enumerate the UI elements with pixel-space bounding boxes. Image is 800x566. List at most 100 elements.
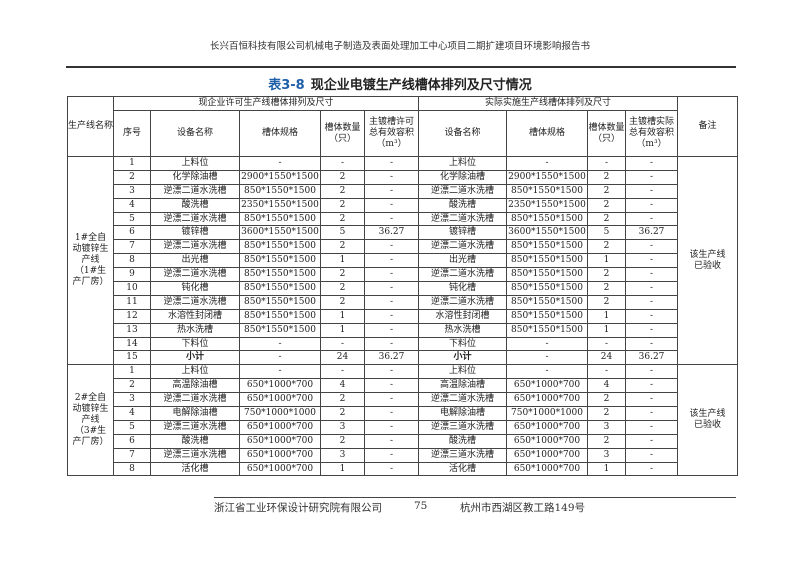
cell-seq: 8	[113, 253, 151, 269]
cell-equip-name: 逆漂二道水洗槽	[150, 294, 240, 310]
cell-qty-actual: 24	[587, 350, 626, 366]
table-row: 6 镀锌槽 3600*1550*1500 5 36.27 镀锌槽 3600*1550*150…	[68, 225, 738, 241]
cell-qty-actual: 2	[587, 211, 626, 227]
cell-qty: 2	[320, 169, 365, 185]
cell-vol-permit: -	[364, 308, 419, 324]
cell-vol-permit: -	[364, 406, 419, 421]
cell-vol-permit: -	[364, 364, 419, 380]
cell-equip-name: 逆漂三道水洗槽	[150, 447, 240, 463]
cell-vol-permit: -	[364, 267, 419, 283]
line-name: 1#全自动镀锌生产线（1#生产厂房）	[67, 155, 114, 366]
cell-equip-name-actual: 下料位	[418, 336, 507, 352]
cell-qty: 2	[320, 433, 365, 449]
cell-vol-actual: -	[624, 239, 679, 255]
col-remark: 备注	[677, 96, 739, 157]
cell-seq: 1	[113, 156, 151, 171]
cell-seq: 11	[113, 294, 151, 310]
table-row: 6 酸洗槽 650*1000*700 2- 酸洗槽 650*1000*700 2-	[68, 433, 738, 449]
cell-spec: 850*1550*1500	[239, 239, 321, 255]
cell-vol-permit: -	[364, 281, 419, 296]
cell-equip-name-actual: 电解除油槽	[418, 406, 507, 421]
cell-qty-actual: 5	[587, 225, 626, 241]
cell-equip-name-actual: 活化槽	[418, 461, 507, 477]
table-row: 5 逆漂二道水洗槽 850*1550*1500 2- 逆漂二道水洗槽 850*1550*1…	[68, 211, 738, 227]
cell-spec: 850*1550*1500	[239, 267, 321, 283]
cell-vol-actual: -	[624, 336, 679, 352]
cell-qty-actual: 1	[587, 308, 626, 324]
cell-qty-actual: 3	[587, 419, 626, 435]
cell-equip-name: 酸洗槽	[150, 433, 240, 449]
table-row: 4 酸洗槽 2350*1550*1500 2- 酸洗槽 2350*1550*1500 2-	[68, 197, 738, 213]
cell-spec: 850*1550*1500	[239, 183, 321, 199]
cell-qty: 2	[320, 406, 365, 421]
cell-equip-name-actual: 酸洗槽	[418, 197, 507, 213]
cell-vol-actual: 36.27	[624, 225, 679, 241]
cell-qty: 2	[320, 294, 365, 310]
cell-spec: 850*1550*1500	[239, 253, 321, 269]
cell-qty-actual: 1	[587, 253, 626, 269]
cell-spec-actual: 650*1000*700	[506, 447, 588, 463]
cell-equip-name-actual: 上料位	[418, 156, 507, 171]
cell-qty: -	[320, 156, 365, 171]
cell-qty: 2	[320, 183, 365, 199]
page-number: 75	[414, 500, 428, 512]
cell-vol-actual: -	[624, 447, 679, 463]
cell-seq: 5	[113, 419, 151, 435]
cell-qty-actual: 2	[587, 183, 626, 199]
cell-equip-name: 逆漂二道水洗槽	[150, 239, 240, 255]
cell-qty-actual: 1	[587, 461, 626, 477]
table-row: 3 逆漂二道水洗槽 650*1000*700 2- 逆漂二道水洗槽 650*1000*70…	[68, 392, 738, 408]
cell-equip-name-actual: 逆漂三道水洗槽	[418, 447, 507, 463]
cell-qty-actual: -	[587, 364, 626, 380]
cell-spec-actual: 2900*1550*1500	[506, 169, 588, 185]
cell-spec: 2350*1550*1500	[239, 197, 321, 213]
cell-spec-actual: 3600*1550*1500	[506, 225, 588, 241]
table-row: 3 逆漂二道水洗槽 850*1550*1500 2- 逆漂二道水洗槽 850*1550*1…	[68, 183, 738, 199]
cell-vol-actual: -	[624, 419, 679, 435]
cell-vol-actual: -	[624, 406, 679, 421]
cell-qty-actual: 2	[587, 294, 626, 310]
cell-vol-actual: -	[624, 378, 679, 394]
cell-vol-permit: 36.27	[364, 350, 419, 366]
cell-spec-actual: -	[506, 350, 588, 366]
cell-equip-name: 逆漂二道水洗槽	[150, 183, 240, 199]
table-row: 4 电解除油槽 750*1000*1000 2- 电解除油槽 750*1000*1000 2…	[68, 406, 738, 421]
cell-equip-name-actual: 逆漂二道水洗槽	[418, 392, 507, 408]
cell-vol-actual: -	[624, 197, 679, 213]
cell-qty: 1	[320, 322, 365, 338]
cell-spec: 850*1550*1500	[239, 322, 321, 338]
cell-seq: 3	[113, 183, 151, 199]
cell-qty-actual: 2	[587, 197, 626, 213]
cell-qty: 3	[320, 419, 365, 435]
cell-qty-actual: 2	[587, 392, 626, 408]
cell-seq: 15	[113, 350, 151, 366]
table-row: 13 热水洗槽 850*1550*1500 1- 热水洗槽 850*1550*1500 1-	[68, 322, 738, 338]
table-row: 9 逆漂二道水洗槽 850*1550*1500 2- 逆漂二道水洗槽 850*1550*1…	[68, 267, 738, 283]
cell-vol-permit: 36.27	[364, 225, 419, 241]
cell-spec: 650*1000*700	[239, 378, 321, 394]
header-rule	[66, 66, 736, 68]
cell-vol-permit: -	[364, 378, 419, 394]
cell-qty-actual: 2	[587, 169, 626, 185]
cell-equip-name-actual: 水溶性封闭槽	[418, 308, 507, 324]
cell-seq: 7	[113, 239, 151, 255]
col-vol-actual: 主镀槽实际总有效容积（m³）	[624, 110, 679, 157]
cell-spec: 650*1000*700	[239, 433, 321, 449]
cell-spec-actual: 850*1550*1500	[506, 294, 588, 310]
cell-spec: 650*1000*700	[239, 461, 321, 477]
cell-seq: 5	[113, 211, 151, 227]
col-seq: 序号	[113, 110, 151, 157]
cell-equip-name-actual: 高温除油槽	[418, 378, 507, 394]
cell-qty: -	[320, 364, 365, 380]
cell-spec: 650*1000*700	[239, 392, 321, 408]
cell-qty-actual: 2	[587, 433, 626, 449]
cell-vol-permit: -	[364, 392, 419, 408]
table-row: 2#全自动镀锌生产线（3#生产厂房） 1 上料位 - - - 上料位 - - - 该生产线已验收	[67, 364, 739, 477]
cell-spec-actual: 850*1550*1500	[506, 281, 588, 296]
cell-equip-name: 活化槽	[150, 461, 240, 477]
cell-vol-actual: -	[624, 392, 679, 408]
cell-equip-name-actual: 小计	[418, 350, 507, 366]
cell-qty: 1	[320, 461, 365, 477]
cell-spec-actual: 650*1000*700	[506, 378, 588, 394]
cell-equip-name-actual: 逆漂三道水洗槽	[418, 419, 507, 435]
